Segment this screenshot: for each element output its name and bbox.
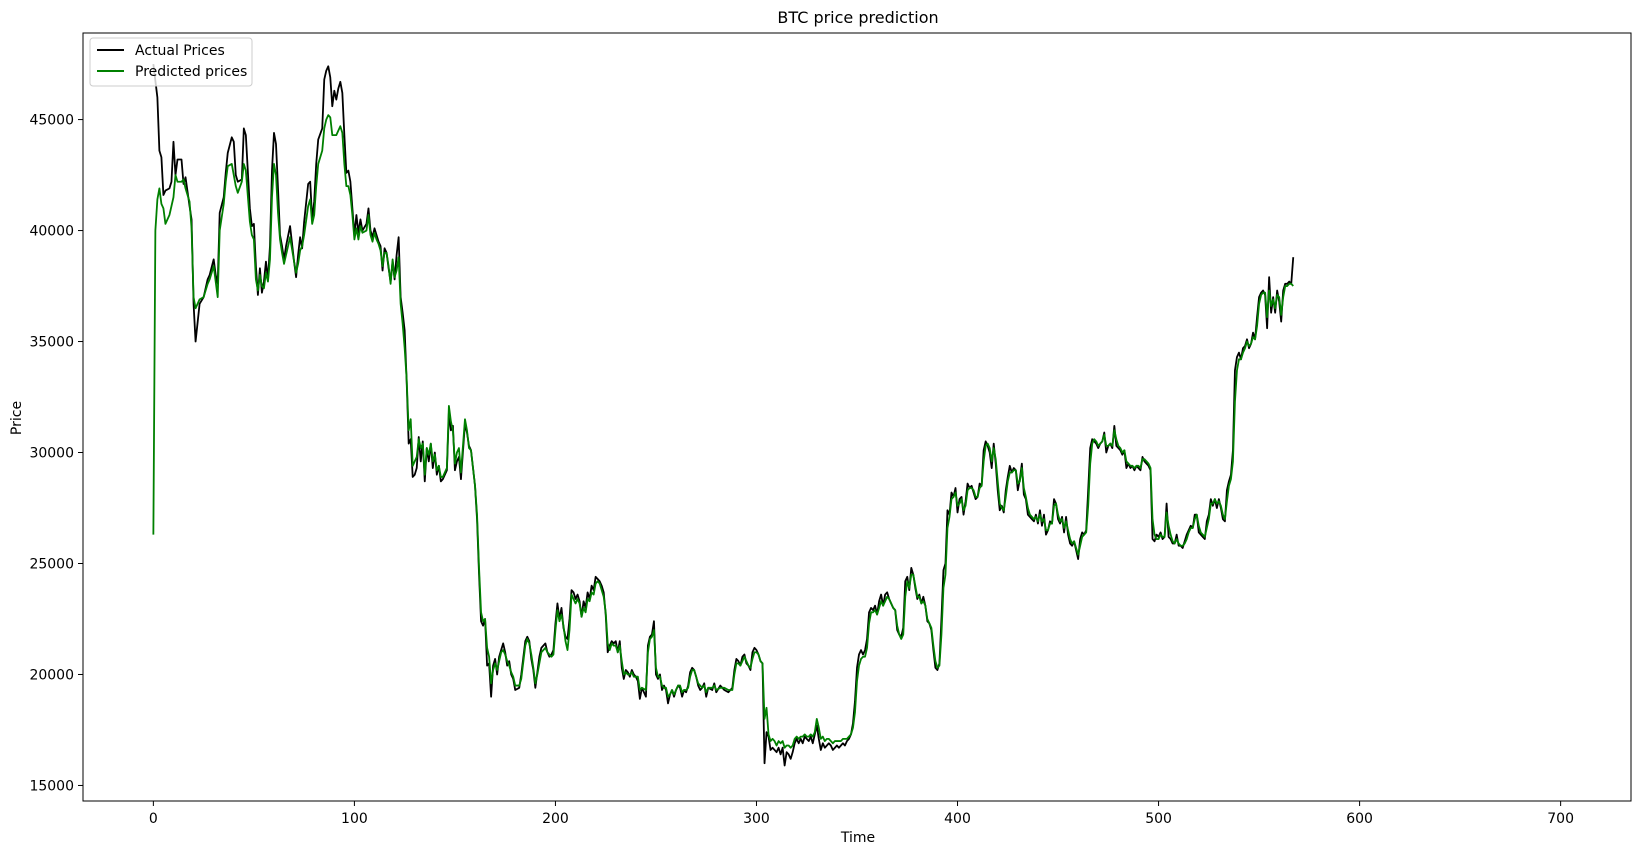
y-tick-label: 25000 <box>29 556 74 572</box>
legend-label-predicted: Predicted prices <box>135 64 247 80</box>
y-axis: 15000 20000 25000 30000 35000 40000 45000 <box>29 113 83 794</box>
y-tick-label: 40000 <box>29 224 74 240</box>
x-tick-label: 300 <box>743 811 770 827</box>
y-tick-label: 45000 <box>29 113 74 129</box>
plot-frame <box>82 32 1632 802</box>
x-tick-label: 700 <box>1547 811 1574 827</box>
x-tick-label: 500 <box>1145 811 1172 827</box>
x-tick-label: 100 <box>341 811 368 827</box>
legend: Actual Prices Predicted prices <box>89 37 253 87</box>
x-axis: 0 100 200 300 400 500 600 700 <box>149 801 1574 827</box>
x-tick-label: 400 <box>944 811 971 827</box>
y-tick-label: 20000 <box>29 667 74 683</box>
x-axis-label: Time <box>840 830 875 846</box>
series-line-predicted <box>152 114 1294 749</box>
y-axis-label: Price <box>9 401 25 435</box>
chart-title: BTC price prediction <box>777 8 938 27</box>
y-tick-label: 35000 <box>29 335 74 351</box>
legend-label-actual: Actual Prices <box>135 43 225 59</box>
plot-area <box>152 63 1295 767</box>
y-tick-label: 15000 <box>29 778 74 794</box>
legend-box <box>89 37 253 87</box>
x-tick-label: 0 <box>149 811 158 827</box>
x-tick-label: 600 <box>1346 811 1373 827</box>
y-tick-label: 30000 <box>29 446 74 462</box>
series-line-actual <box>152 63 1295 767</box>
x-tick-label: 200 <box>542 811 569 827</box>
